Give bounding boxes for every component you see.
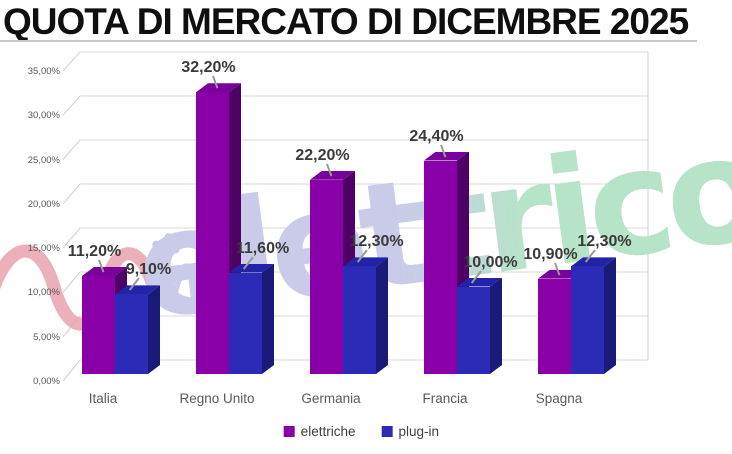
x-axis-category-label: Spagna xyxy=(535,391,583,406)
bar-front-face xyxy=(424,160,457,374)
bar-front-face xyxy=(229,272,262,374)
legend-item-plug-in: plug-in xyxy=(381,424,439,439)
legend-item-elettriche: elettriche xyxy=(283,424,356,439)
axis-tick-connector xyxy=(62,183,81,205)
y-axis-tick-label: 15,00% xyxy=(27,243,60,255)
bar-top-face xyxy=(571,257,616,267)
bar-side-face xyxy=(490,278,502,375)
bar-plug-in-regno-unito xyxy=(229,263,274,375)
bar-front-face xyxy=(310,179,343,374)
legend-swatch-plug-in xyxy=(381,426,393,437)
bar-front-face xyxy=(457,286,490,374)
bar-side-face xyxy=(148,285,160,374)
bar-plug-in-francia xyxy=(457,277,502,375)
bar-side-face xyxy=(376,257,388,374)
bar-top-face xyxy=(343,257,388,267)
bar-front-face xyxy=(571,266,604,374)
data-label-elettriche-francia: 24,40% xyxy=(409,127,464,145)
bar-plug-in-italia xyxy=(115,285,160,374)
bar-front-face xyxy=(343,266,376,374)
bar-top-face xyxy=(229,263,274,273)
chart-title: QUOTA DI MERCATO DI DICEMBRE 2025 xyxy=(3,1,689,42)
legend-label: elettriche xyxy=(300,424,356,439)
y-axis-tick-label: 35,00% xyxy=(27,65,60,77)
bar-top-face xyxy=(310,170,355,180)
data-label-elettriche-germania: 22,20% xyxy=(295,146,350,164)
legend-label: plug-in xyxy=(398,424,439,439)
data-label-elettriche-regno-unito: 32,20% xyxy=(181,59,236,77)
bar-top-face xyxy=(424,151,469,161)
x-axis-category-label: Germania xyxy=(301,391,361,406)
bar-plug-in-spagna xyxy=(571,257,616,374)
legend-swatch-elettriche xyxy=(283,426,295,437)
x-axis-category-label: Italia xyxy=(88,391,118,406)
bar-top-face xyxy=(538,269,583,279)
axis-tick-connector xyxy=(62,51,81,72)
y-axis-tick-label: 30,00% xyxy=(27,110,60,122)
y-axis-tick-label: 0,00% xyxy=(33,376,60,387)
y-axis-tick-label: 20,00% xyxy=(27,198,60,210)
data-label-elettriche-italia: 11,20% xyxy=(67,243,122,260)
data-label-plug-in-spagna: 12,30% xyxy=(577,233,632,251)
y-axis-tick-label: 5,00% xyxy=(33,331,60,343)
axis-tick-connector xyxy=(62,95,81,116)
data-label-plug-in-italia: 9,10% xyxy=(125,261,172,279)
title-underline xyxy=(0,40,697,42)
bar-front-face xyxy=(115,294,148,374)
bar-side-face xyxy=(604,257,616,374)
data-label-plug-in-regno-unito: 11,60% xyxy=(235,239,290,257)
bar-front-face xyxy=(538,278,571,374)
y-axis-tick-label: 10,00% xyxy=(27,287,60,299)
chart-legend: elettriche plug-in xyxy=(283,424,439,439)
y-axis-tick-label: 25,00% xyxy=(27,154,60,166)
data-label-plug-in-germania: 12,30% xyxy=(349,233,404,251)
data-label-elettriche-spagna: 10,90% xyxy=(523,245,578,263)
bar-elettriche-francia xyxy=(424,151,469,374)
bar-top-face xyxy=(196,83,241,93)
x-axis-category-label: Francia xyxy=(422,391,468,406)
x-axis-category-label: Regno Unito xyxy=(179,391,255,406)
axis-tick-connector xyxy=(62,139,81,160)
bar-side-face xyxy=(262,264,274,375)
data-label-plug-in-francia: 10,00% xyxy=(463,253,518,271)
bar-plug-in-germania xyxy=(343,257,388,374)
bar-top-face xyxy=(457,277,502,287)
bar-front-face xyxy=(82,276,115,374)
bar-front-face xyxy=(196,92,229,374)
axis-tick-connector xyxy=(62,359,81,382)
